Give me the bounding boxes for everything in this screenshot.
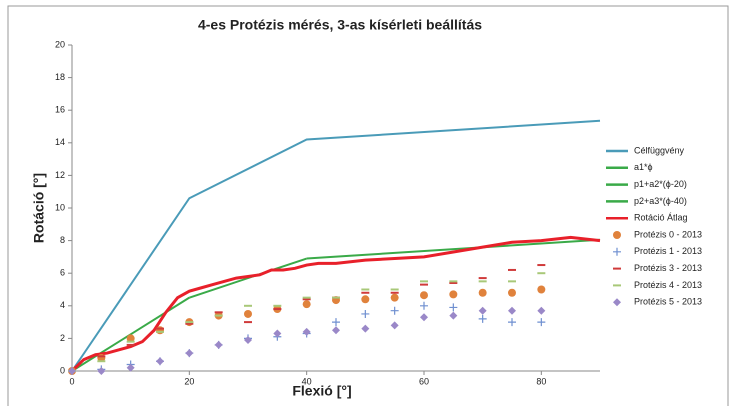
data-point (390, 306, 399, 315)
y-tick-label: 12 (55, 170, 65, 180)
legend-label: Protézis 4 - 2013 (634, 280, 702, 290)
data-point (126, 363, 135, 372)
data-point (478, 288, 487, 297)
data-point (537, 285, 546, 294)
legend-label: Protézis 0 - 2013 (634, 229, 702, 239)
data-point (361, 324, 370, 333)
data-point (537, 306, 546, 315)
data-point (449, 290, 458, 299)
x-tick-label: 80 (536, 376, 546, 386)
y-tick-label: 2 (60, 333, 65, 343)
data-point (361, 295, 370, 304)
legend-label: p2+a3*(ϕ-40) (634, 196, 687, 206)
data-point (537, 318, 546, 327)
data-point (302, 300, 311, 309)
series-line (306, 238, 601, 260)
data-point (156, 357, 164, 366)
chart-border (7, 5, 729, 406)
y-tick-label: 18 (55, 72, 65, 82)
data-point (449, 303, 458, 312)
data-point (478, 314, 487, 323)
series-line (71, 119, 601, 372)
x-tick-label: 20 (184, 376, 194, 386)
chart-title: 4-es Protézis mérés, 3-as kísérleti beál… (198, 17, 482, 33)
data-point (244, 336, 252, 345)
data-point (508, 318, 516, 327)
data-point (508, 306, 516, 315)
y-tick-label: 4 (60, 300, 65, 310)
y-tick-label: 6 (60, 268, 65, 278)
data-point (214, 340, 223, 349)
legend-swatch (613, 231, 621, 239)
x-tick-label: 60 (419, 376, 429, 386)
legend-label: Protézis 3 - 2013 (634, 263, 702, 273)
x-axis-title: Flexió [°] (292, 383, 351, 399)
legend-label: Protézis 1 - 2013 (634, 246, 702, 256)
data-point (156, 326, 164, 335)
x-tick-label: 40 (302, 376, 312, 386)
legend-label: Rotáció Átlag (634, 213, 688, 223)
y-axis-title: Rotáció [°] (31, 173, 47, 243)
series-line (71, 296, 190, 372)
legend-label: Célfüggvény (634, 145, 685, 155)
x-tick-label: 0 (69, 376, 74, 386)
data-point (185, 349, 194, 358)
y-tick-label: 10 (55, 202, 65, 212)
data-point (244, 309, 252, 318)
data-point (273, 329, 282, 338)
data-point (126, 334, 135, 343)
data-point (508, 288, 516, 297)
data-point (332, 318, 340, 327)
y-tick-label: 14 (55, 137, 65, 147)
y-tick-label: 20 (55, 39, 65, 49)
y-tick-label: 16 (55, 105, 65, 115)
series-line (189, 257, 307, 299)
data-point (420, 291, 428, 300)
data-point (478, 306, 487, 315)
legend-label: Protézis 5 - 2013 (634, 297, 702, 307)
data-point (361, 309, 370, 318)
y-tick-label: 0 (60, 365, 65, 375)
data-point (302, 327, 311, 336)
data-point (420, 313, 428, 322)
data-point (420, 301, 428, 310)
legend-swatch (613, 298, 621, 307)
data-point (390, 293, 399, 302)
data-point (449, 311, 458, 320)
y-tick-label: 8 (60, 235, 65, 245)
data-point (390, 321, 399, 330)
legend-label: p1+a2*(ϕ-20) (634, 179, 687, 189)
data-point (68, 367, 76, 375)
data-point (97, 367, 106, 375)
data-point (332, 326, 340, 335)
legend-swatch (613, 247, 621, 256)
legend-label: a1*ϕ (634, 162, 653, 172)
